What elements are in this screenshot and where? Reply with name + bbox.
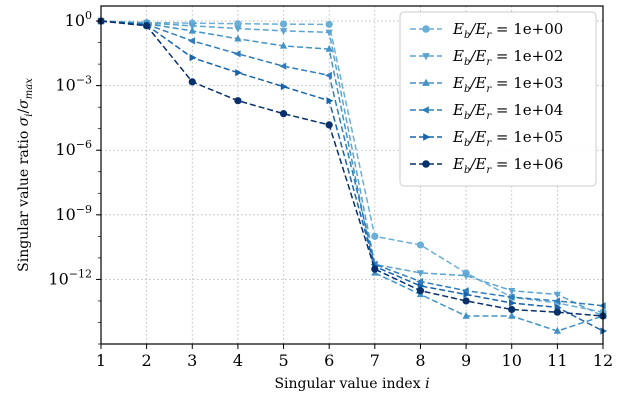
data-point [325,29,333,37]
legend-marker [423,133,431,141]
series-line [100,20,604,332]
data-point [371,265,379,273]
data-point [279,110,288,118]
data-point [279,41,288,49]
plot-frame [100,5,604,345]
x-tick-label: 8 [415,351,425,370]
legend-item: Eb/Er = 1e+03 [410,74,563,95]
data-point [234,25,242,33]
data-point [279,62,287,70]
series-line [100,20,604,317]
data-point [507,293,515,301]
data-point [463,290,471,299]
data-point [462,311,470,319]
legend-marker [422,160,430,168]
data-point [553,326,561,334]
data-point [509,299,516,307]
data-point [508,311,516,319]
legend-item: Eb/Er = 1e+04 [410,101,563,122]
x-tick-label: 5 [278,351,288,370]
data-point [279,28,288,36]
data-point [188,26,196,34]
data-point [280,83,288,91]
data-point [234,34,242,42]
x-tick-label: 2 [142,351,152,370]
x-axis: 1 2 3 4 5 6 7 8 9 10 11 12 [96,344,613,370]
legend-item: Eb/Er = 1e+06 [410,155,563,176]
series-line [100,20,604,307]
data-point [553,291,561,299]
data-point [189,54,197,62]
data-point [325,121,333,129]
legend-label: Eb/Er = 1e+02 [452,47,563,68]
legend-label: Eb/Er = 1e+06 [452,155,563,176]
data-point [234,20,242,28]
legend: Eb/Er = 1e+00 Eb/Er = 1e+02 Eb/Er = 1e+03 E… [399,11,597,187]
legend-marker [422,78,430,86]
legend-item: Eb/Er = 1e+05 [410,128,563,149]
legend-box [399,11,597,187]
legend-label: Eb/Er = 1e+04 [452,101,563,122]
y-tick-label: 100 [65,9,92,30]
legend-label: Eb/Er = 1e+00 [452,20,563,41]
data-point [188,78,196,86]
data-point [416,270,425,278]
data-point [325,44,333,52]
x-tick-label: 7 [370,351,380,370]
data-point [235,69,243,77]
y-tick-label: 10−9 [55,203,92,224]
legend-label: Eb/Er = 1e+05 [452,128,563,149]
data-point [508,287,516,295]
data-point [461,287,469,295]
y-axis-label: Singular value ratio σi/σmax [16,78,35,272]
y-tick-label: 10−3 [55,74,92,95]
x-tick-label: 3 [187,351,197,370]
data-point [416,241,425,249]
data-point [371,232,379,240]
x-tick-label: 12 [593,351,613,370]
data-point [143,22,151,30]
series-line [100,20,604,317]
series-6 [97,17,607,320]
data-point [553,297,561,305]
data-point [416,277,424,286]
data-point [416,287,425,295]
series-line [100,20,604,332]
legend-marker [422,53,430,61]
legend-marker [421,106,429,114]
legend-label: Eb/Er = 1e+03 [452,74,563,95]
data-point [553,308,561,316]
data-point [462,272,470,280]
legend-marker [422,25,430,33]
legend-item: Eb/Er = 1e+02 [410,47,563,68]
y-tick-label: 10−12 [48,267,92,288]
data-point [325,71,332,79]
x-tick-label: 10 [502,351,522,370]
data-point [188,37,195,45]
data-point [508,305,516,314]
x-tick-label: 11 [547,351,567,370]
x-tick-label: 1 [96,351,106,370]
x-tick-label: 4 [233,351,243,370]
data-point [233,50,241,58]
data-point [326,97,334,105]
data-point [462,297,470,305]
y-tick-label: 10−6 [55,138,92,159]
x-axis-label: Singular value index i [274,376,429,392]
data-point [279,20,288,28]
series-group [96,16,608,335]
legend-item: Eb/Er = 1e+00 [410,20,563,41]
data-point [234,97,242,105]
data-point [600,327,608,335]
data-point [325,20,333,28]
x-tick-label: 9 [461,351,471,370]
data-point [188,23,196,30]
data-point [598,302,606,310]
x-tick-label: 6 [324,351,334,370]
y-axis: 100 10−3 10−6 10−9 10−12 [48,9,101,345]
